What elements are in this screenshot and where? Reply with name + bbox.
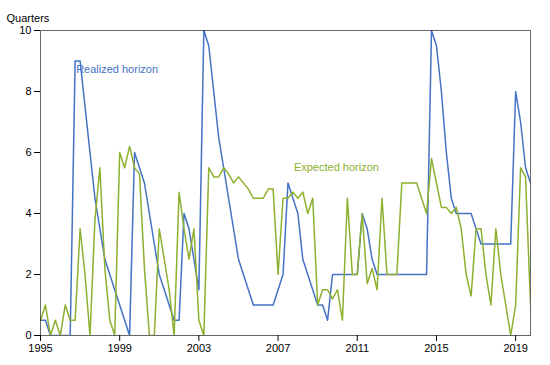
- svg-text:1995: 1995: [28, 342, 52, 354]
- svg-text:Realized horizon: Realized horizon: [76, 63, 158, 75]
- svg-text:2003: 2003: [187, 342, 211, 354]
- svg-text:1999: 1999: [107, 342, 131, 354]
- svg-text:2011: 2011: [345, 342, 369, 354]
- svg-text:0: 0: [25, 329, 31, 341]
- svg-text:2015: 2015: [424, 342, 448, 354]
- svg-text:2: 2: [25, 268, 31, 280]
- svg-text:6: 6: [25, 146, 31, 158]
- svg-text:Expected horizon: Expected horizon: [294, 161, 379, 173]
- svg-text:4: 4: [25, 207, 31, 219]
- svg-text:2019: 2019: [503, 342, 527, 354]
- svg-text:Quarters: Quarters: [7, 12, 50, 24]
- svg-text:8: 8: [25, 85, 31, 97]
- svg-text:10: 10: [19, 24, 31, 36]
- svg-text:2007: 2007: [266, 342, 290, 354]
